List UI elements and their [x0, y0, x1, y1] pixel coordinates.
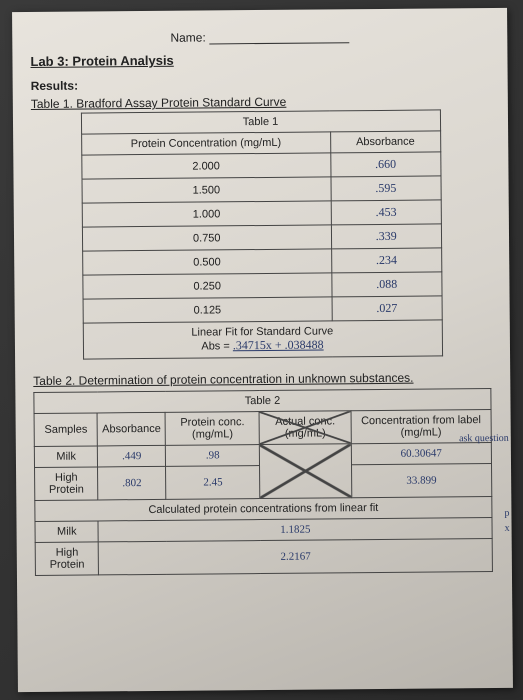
conc-cell: 2.000: [81, 153, 331, 179]
conc-cell: 0.125: [83, 297, 333, 323]
actual-x-cell: [260, 444, 352, 499]
table-row: 1.500 .595: [82, 176, 441, 203]
table2-caption: Table 2. Determination of protein concen…: [33, 370, 492, 388]
conc-cell: 0.750: [82, 225, 332, 251]
t2-h-pconc: Protein conc. (mg/mL): [165, 412, 259, 446]
name-label: Name:: [170, 30, 205, 44]
conc-cell: 1.500: [82, 177, 332, 203]
table1-col1-header: Protein Concentration (mg/mL): [81, 132, 331, 155]
table-row: High Protein 2.2167: [35, 539, 492, 576]
fit-value: .34715x + .038488: [233, 337, 324, 352]
margin-note: ask question: [459, 433, 509, 444]
abs-cell: .802: [98, 466, 166, 500]
abs-cell: .027: [332, 296, 442, 321]
sample-cell: Milk: [35, 521, 99, 543]
name-underline: [209, 42, 349, 44]
t2-h-abs: Absorbance: [98, 412, 166, 446]
table1-col2-header: Absorbance: [331, 131, 441, 153]
calc-val: 2.2167: [99, 539, 493, 575]
margin-note: p: [504, 508, 509, 519]
table1-caption: Table 1. Bradford Assay Protein Standard…: [31, 93, 490, 111]
table-row: 0.500 .234: [82, 248, 441, 275]
abs-cell: .595: [331, 176, 441, 201]
sample-cell: Milk: [34, 446, 98, 468]
abs-cell: .453: [331, 200, 441, 225]
abs-cell: .339: [331, 224, 441, 249]
name-field-line: Name:: [30, 28, 489, 46]
table-row: 2.000 .660: [81, 152, 440, 179]
abs-cell: .234: [332, 248, 442, 273]
sample-cell: High Protein: [35, 467, 99, 501]
sample-cell: High Protein: [35, 542, 99, 576]
table-row: 0.750 .339: [82, 224, 441, 251]
table1: Table 1 Protein Concentration (mg/mL) Ab…: [80, 109, 442, 359]
table-row: 1.000 .453: [82, 200, 441, 227]
conc-cell: 1.000: [82, 201, 332, 227]
results-heading: Results:: [31, 75, 490, 93]
fit-row: Linear Fit for Standard Curve Abs = .347…: [83, 320, 442, 359]
fit-prefix: Abs =: [201, 340, 233, 352]
lconc-cell: 60.30647: [351, 443, 491, 465]
abs-cell: .088: [332, 272, 442, 297]
lab-title: Lab 3: Protein Analysis: [30, 50, 489, 69]
t2-h-actual: Actual conc. (mg/mL): [259, 411, 351, 445]
pconc-cell: .98: [166, 445, 260, 467]
abs-cell: .449: [98, 445, 166, 467]
abs-cell: .660: [331, 152, 441, 177]
conc-cell: 0.250: [82, 273, 332, 299]
conc-cell: 0.500: [82, 249, 332, 275]
pconc-cell: 2.45: [166, 466, 260, 500]
lconc-cell: 33.899: [351, 464, 492, 498]
t2-h-samples: Samples: [34, 413, 98, 447]
margin-note: x: [505, 523, 510, 534]
table-row: 0.125 .027: [83, 296, 442, 323]
table2: Table 2 Samples Absorbance Protein conc.…: [33, 388, 493, 576]
worksheet-paper: Name: Lab 3: Protein Analysis Results: T…: [12, 8, 513, 692]
table-row: 0.250 .088: [82, 272, 441, 299]
